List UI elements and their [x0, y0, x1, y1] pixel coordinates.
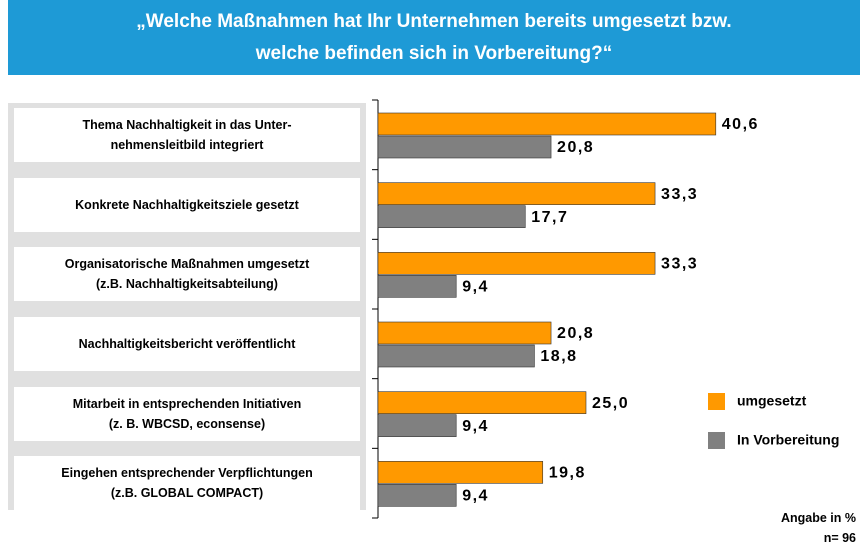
label-panel: [8, 103, 366, 510]
bar: [377, 484, 457, 507]
bar: [377, 182, 656, 205]
value-label: 19,8: [549, 465, 586, 482]
bar: [377, 112, 717, 136]
value-label: 9,4: [462, 418, 489, 435]
bar: [377, 344, 535, 368]
category-label: Thema Nachhaltigkeit in das Unter- nehme…: [14, 108, 360, 162]
value-label: 25,0: [592, 395, 629, 412]
bar: [377, 414, 457, 437]
bar: [377, 275, 457, 298]
value-label: 20,8: [557, 139, 594, 156]
value-label: 33,3: [661, 186, 698, 203]
bar: [377, 391, 587, 414]
value-label: 17,7: [531, 209, 568, 226]
value-label: 33,3: [661, 256, 698, 273]
legend-swatch: [708, 393, 725, 410]
chart-title: „Welche Maßnahmen hat Ihr Unternehmen be…: [8, 0, 860, 75]
bar: [377, 205, 526, 228]
note: n= 96: [823, 531, 856, 545]
value-label: 20,8: [557, 325, 594, 342]
category-label: Organisatorische Maßnahmen umgesetzt (z.…: [14, 247, 360, 302]
legend-label: In Vorbereitung: [737, 432, 839, 448]
bar: [377, 321, 552, 345]
legend-label: umgesetzt: [737, 393, 807, 409]
bar: [377, 135, 552, 159]
bar: [377, 461, 544, 484]
bar: [377, 252, 656, 275]
value-label: 9,4: [462, 488, 489, 505]
legend-swatch: [708, 432, 725, 449]
value-label: 9,4: [462, 279, 489, 296]
category-label: Mitarbeit in entsprechenden Initiativen …: [14, 386, 360, 441]
category-label: Eingehen entsprechender Verpflichtungen …: [14, 456, 360, 511]
category-label: Nachhaltigkeitsbericht veröffentlicht: [14, 317, 360, 371]
value-label: 40,6: [722, 116, 759, 133]
value-label: 18,8: [540, 348, 577, 365]
note: Angabe in %: [780, 511, 856, 525]
category-label: Konkrete Nachhaltigkeitsziele gesetzt: [14, 177, 360, 232]
